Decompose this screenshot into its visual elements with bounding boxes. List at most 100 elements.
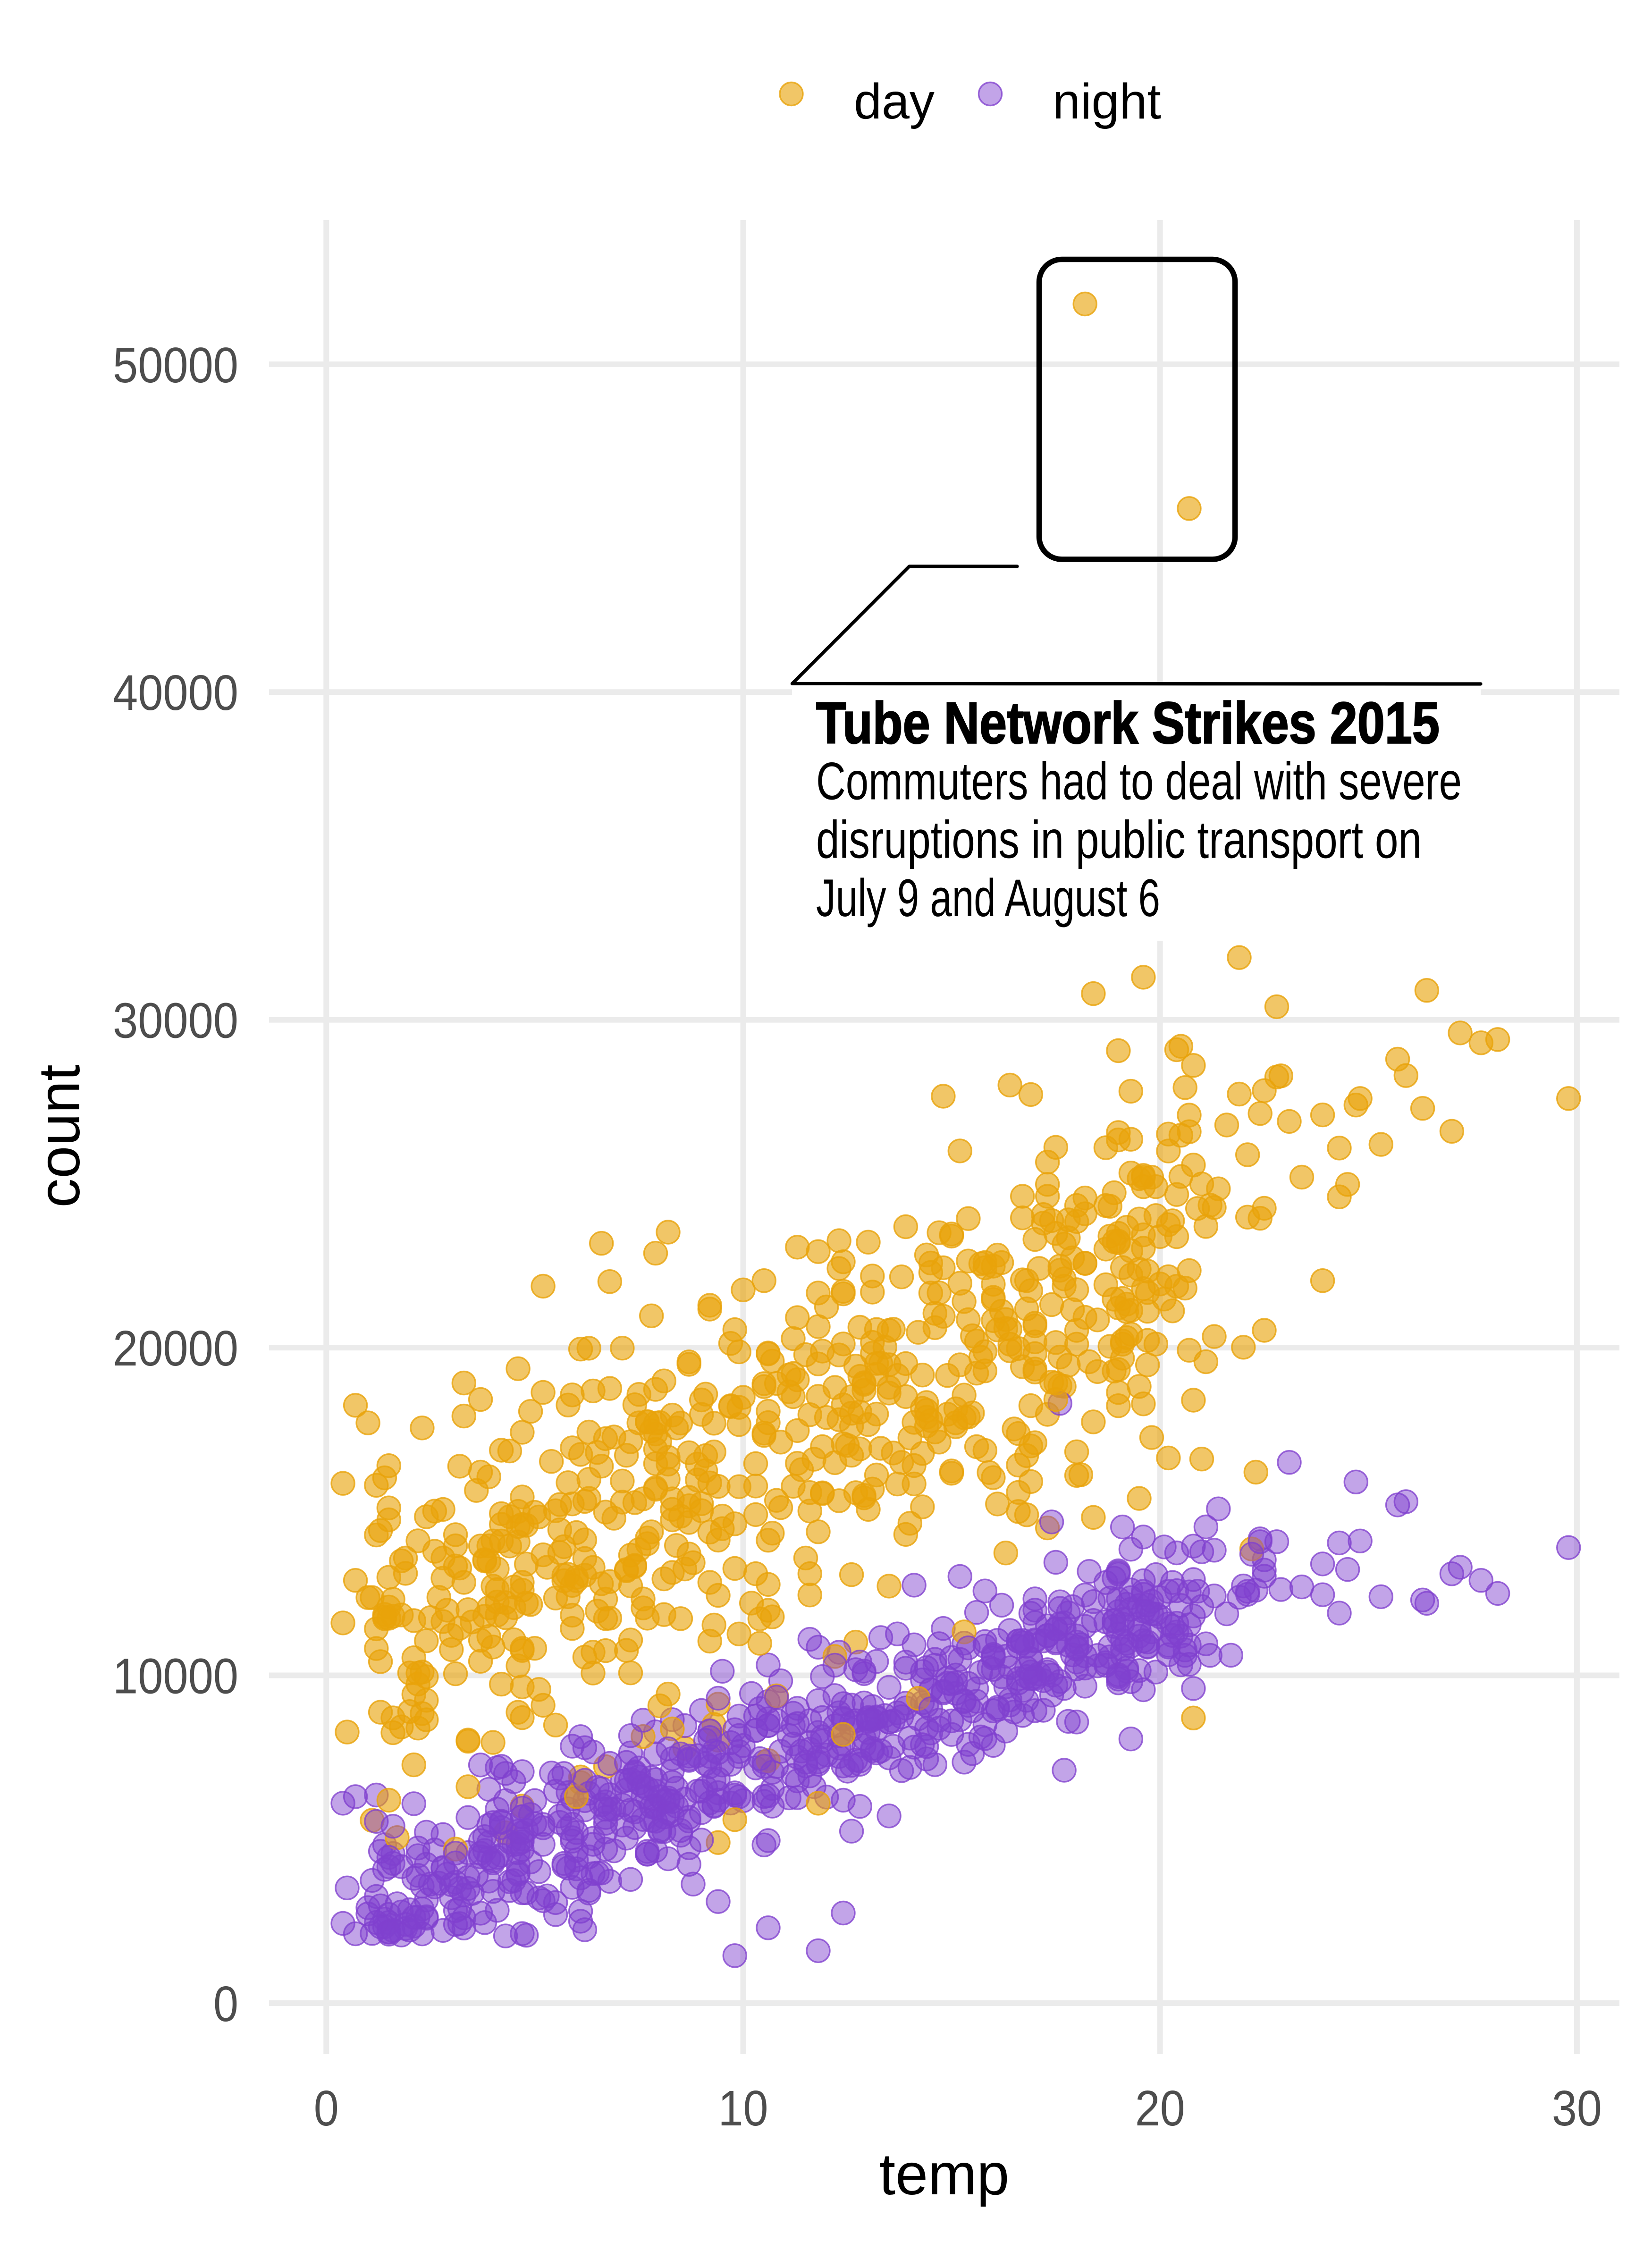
point-night bbox=[747, 1746, 773, 1771]
point-night bbox=[1022, 1586, 1047, 1611]
point-night bbox=[443, 1912, 468, 1937]
point-day bbox=[610, 1490, 635, 1515]
point-night bbox=[526, 1859, 551, 1884]
point-night bbox=[656, 1736, 681, 1762]
point-day bbox=[1181, 1705, 1206, 1731]
point-night bbox=[764, 1685, 789, 1710]
point-day bbox=[435, 1598, 460, 1623]
point-night bbox=[726, 1744, 751, 1769]
point-night bbox=[1327, 1530, 1352, 1556]
point-night bbox=[1072, 1655, 1097, 1681]
point-night bbox=[1468, 1568, 1494, 1593]
point-day bbox=[468, 1534, 493, 1559]
point-night bbox=[355, 1901, 380, 1927]
point-night bbox=[468, 1828, 493, 1853]
point-night bbox=[810, 1664, 835, 1689]
point-day bbox=[1106, 1120, 1131, 1145]
point-day bbox=[1448, 1020, 1473, 1045]
point-day bbox=[1118, 1079, 1144, 1104]
point-day bbox=[451, 1403, 476, 1429]
point-night bbox=[526, 1885, 551, 1911]
point-night bbox=[877, 1804, 902, 1829]
point-night bbox=[1118, 1577, 1144, 1602]
point-day bbox=[1156, 1138, 1181, 1163]
point-night bbox=[506, 1852, 531, 1877]
point-day bbox=[785, 1367, 810, 1392]
point-night bbox=[489, 1754, 514, 1779]
point-day bbox=[939, 1461, 964, 1486]
point-night bbox=[443, 1840, 468, 1866]
point-day bbox=[1168, 1164, 1194, 1189]
point-night bbox=[372, 1857, 397, 1882]
point-night bbox=[1181, 1567, 1206, 1592]
point-day bbox=[935, 1401, 960, 1427]
point-day bbox=[335, 1719, 360, 1745]
point-night bbox=[510, 1921, 535, 1946]
point-night bbox=[760, 1794, 785, 1819]
point-day bbox=[839, 1562, 864, 1587]
point-day bbox=[1106, 1221, 1131, 1246]
point-night bbox=[568, 1899, 593, 1924]
point-day bbox=[647, 1429, 673, 1454]
point-day bbox=[822, 1450, 848, 1475]
point-day bbox=[1181, 1053, 1206, 1078]
point-day bbox=[1168, 1034, 1194, 1059]
annotation-description-line: Commuters had to deal with severe bbox=[816, 752, 1462, 811]
point-day bbox=[535, 1555, 560, 1580]
point-day bbox=[981, 1287, 1006, 1312]
point-day bbox=[706, 1583, 731, 1608]
point-night bbox=[572, 1917, 598, 1942]
point-day bbox=[822, 1644, 848, 1669]
point-night bbox=[610, 1793, 635, 1818]
point-day bbox=[639, 1303, 664, 1329]
point-night bbox=[672, 1787, 698, 1812]
point-day bbox=[551, 1534, 576, 1559]
point-night bbox=[785, 1696, 810, 1721]
point-day bbox=[660, 1716, 685, 1742]
point-day bbox=[877, 1574, 902, 1599]
point-night bbox=[831, 1691, 856, 1716]
point-night bbox=[1164, 1610, 1189, 1636]
point-day bbox=[635, 1531, 660, 1556]
point-day bbox=[1014, 1296, 1039, 1322]
point-night bbox=[330, 1791, 355, 1816]
point-night bbox=[1043, 1629, 1069, 1654]
point-day bbox=[485, 1602, 510, 1627]
point-night bbox=[480, 1850, 506, 1876]
point-night bbox=[451, 1882, 476, 1908]
point-day bbox=[468, 1387, 493, 1412]
point-day bbox=[968, 1345, 994, 1370]
point-night bbox=[681, 1871, 706, 1896]
point-day bbox=[1202, 1324, 1227, 1349]
point-night bbox=[1118, 1537, 1144, 1562]
point-night bbox=[697, 1725, 723, 1750]
point-night bbox=[1202, 1538, 1227, 1563]
point-day bbox=[1077, 1349, 1102, 1374]
point-day bbox=[747, 1631, 773, 1656]
point-night bbox=[968, 1660, 994, 1685]
point-night bbox=[447, 1876, 472, 1901]
point-day bbox=[1014, 1502, 1039, 1527]
point-night bbox=[1139, 1589, 1164, 1614]
point-day bbox=[1106, 1038, 1131, 1063]
point-night bbox=[1110, 1514, 1135, 1540]
point-night bbox=[839, 1819, 864, 1844]
point-day bbox=[743, 1502, 768, 1527]
point-day bbox=[1022, 1329, 1047, 1355]
point-night bbox=[385, 1891, 410, 1916]
point-night bbox=[668, 1818, 693, 1843]
annotation-group: Tube Network Strikes 2015 Commuters had … bbox=[790, 256, 1483, 941]
point-day bbox=[1043, 1370, 1069, 1396]
y-tick-label: 10000 bbox=[113, 1649, 238, 1704]
point-day bbox=[455, 1728, 480, 1753]
point-day bbox=[797, 1582, 823, 1608]
point-day bbox=[797, 1561, 823, 1586]
point-night bbox=[1202, 1583, 1227, 1609]
point-night bbox=[1164, 1619, 1189, 1644]
point-night bbox=[1485, 1581, 1510, 1606]
point-day bbox=[443, 1533, 468, 1559]
point-day bbox=[1139, 1425, 1164, 1450]
point-day bbox=[1127, 1374, 1152, 1399]
point-day bbox=[889, 1264, 914, 1290]
point-day bbox=[1439, 1119, 1465, 1144]
